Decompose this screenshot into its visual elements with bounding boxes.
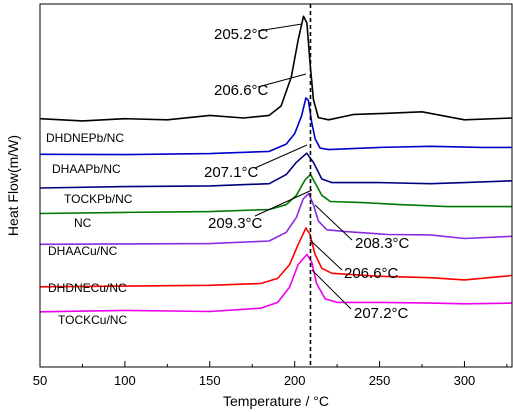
annotation-leader [311,269,352,310]
peak-label: 207.1°C [204,164,259,181]
series-label: NC [74,216,92,230]
x-axis-title: Temperature / °C [223,393,329,409]
y-axis-title: Heat Flow(m/W) [5,135,21,236]
x-tick-label: 250 [369,373,391,388]
series-line [39,15,513,122]
peak-label: 208.3°C [355,235,410,252]
peak-label: 209.3°C [208,215,263,232]
series-label: DHDNEPb/NC [46,131,124,145]
series-label: TOCKPb/NC [64,192,133,206]
annotation-leader [309,239,343,271]
x-tick-label: 150 [199,373,221,388]
annotation-leader [254,144,308,169]
series-line [39,227,513,288]
annotation-leader [257,73,307,88]
annotation-leader [254,189,313,217]
series-line [39,97,512,156]
x-axis-ticks: 50 100 150 200 250 300 [33,361,508,388]
x-tick-label: 300 [454,373,476,388]
series-line [39,253,513,313]
series-line [39,192,513,246]
peak-annotations: 205.2°C 206.6°C 207.1°C 209.3°C 208.3°C 206.6… [204,23,410,322]
peak-label: 205.2°C [214,26,269,43]
plot-frame [39,3,513,368]
series-label: DHAACu/NC [48,244,118,258]
annotation-leader [314,204,353,241]
peak-label: 206.6°C [344,265,399,282]
series-layer [39,15,513,313]
x-tick-label: 50 [33,373,47,388]
series-line [39,152,513,189]
series-label: DHAAPb/NC [52,162,121,176]
peak-label: 206.6°C [214,82,269,99]
series-labels: DHDNEPb/NC DHAAPb/NC TOCKPb/NC NC DHAACu/NC D… [46,131,133,327]
x-tick-label: 200 [284,373,306,388]
series-label: DHDNECu/NC [48,281,127,295]
annotation-leader [257,23,303,32]
peak-label: 207.2°C [354,305,409,322]
series-label: TOCKCu/NC [58,313,127,327]
x-tick-label: 100 [114,373,136,388]
